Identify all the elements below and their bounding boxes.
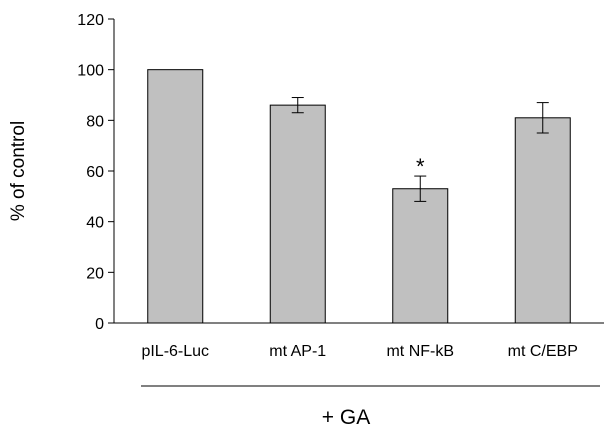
category-labels: pIL-6-Luc mt AP-1 mt NF-kB mt C/EBP <box>141 343 577 360</box>
bar <box>392 188 449 324</box>
x-axis-title: + GA <box>322 406 370 429</box>
bar <box>514 117 571 324</box>
y-tick-label: 0 <box>95 316 104 333</box>
y-tick-label: 20 <box>86 265 104 282</box>
category-label: mt NF-kB <box>386 343 454 360</box>
error-bars: * <box>291 97 549 202</box>
bars <box>147 69 571 324</box>
bar <box>147 69 204 324</box>
y-tick-label: 40 <box>86 215 104 232</box>
y-tick-label: 80 <box>86 113 104 130</box>
y-tick-label: 60 <box>86 164 104 181</box>
y-tick-label: 100 <box>77 63 104 80</box>
category-label: pIL-6-Luc <box>141 343 209 360</box>
bar <box>269 104 326 324</box>
category-label: mt AP-1 <box>269 343 326 360</box>
category-label: mt C/EBP <box>508 343 578 360</box>
y-axis-title: % of control <box>8 121 29 221</box>
y-axis: 0 20 40 60 80 100 120 <box>77 12 115 333</box>
significance-marker: * <box>416 154 425 179</box>
y-tick-label: 120 <box>77 12 104 29</box>
